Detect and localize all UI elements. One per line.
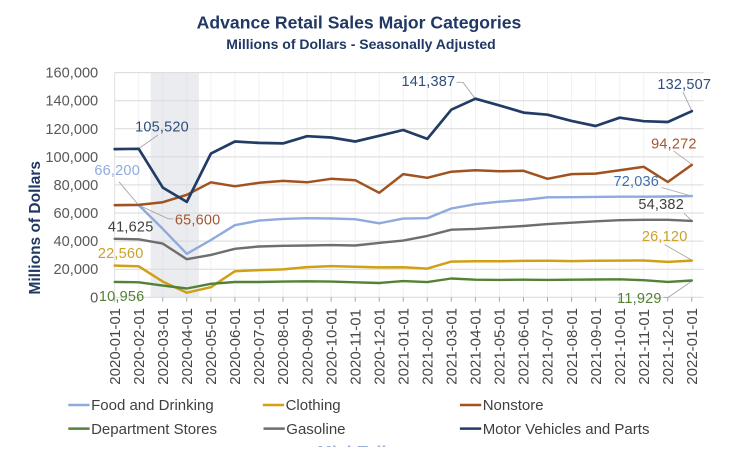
- svg-text:132,507: 132,507: [657, 77, 711, 93]
- svg-text:Motor Vehicles and Parts: Motor Vehicles and Parts: [483, 421, 650, 438]
- svg-text:120,000: 120,000: [45, 122, 98, 138]
- svg-text:41,625: 41,625: [108, 220, 154, 236]
- svg-text:2021-12-01: 2021-12-01: [660, 308, 677, 385]
- svg-text:100,000: 100,000: [45, 150, 98, 166]
- svg-text:2020-07-01: 2020-07-01: [251, 308, 268, 385]
- svg-text:2021-02-01: 2021-02-01: [420, 308, 437, 385]
- svg-text:2021-05-01: 2021-05-01: [492, 308, 509, 385]
- svg-text:26,120: 26,120: [642, 229, 688, 245]
- svg-text:Food and Drinking: Food and Drinking: [91, 397, 214, 414]
- svg-text:160,000: 160,000: [45, 66, 98, 82]
- svg-text:54,382: 54,382: [638, 197, 684, 213]
- svg-text:2022-01-01: 2022-01-01: [684, 308, 701, 385]
- svg-text:Gasoline: Gasoline: [286, 421, 345, 438]
- svg-text:20,000: 20,000: [54, 262, 99, 278]
- svg-text:140,000: 140,000: [45, 94, 98, 110]
- svg-text:72,036: 72,036: [614, 174, 660, 190]
- svg-text:40,000: 40,000: [54, 234, 99, 250]
- svg-text:2020-11-01: 2020-11-01: [347, 309, 364, 385]
- svg-text:2020-06-01: 2020-06-01: [227, 308, 244, 385]
- svg-text:11,929: 11,929: [617, 291, 661, 307]
- svg-text:2021-07-01: 2021-07-01: [540, 308, 557, 385]
- svg-text:Millions of Dollars - Seasonal: Millions of Dollars - Seasonally Adjuste…: [226, 36, 495, 52]
- svg-text:Advance Retail Sales Major Cat: Advance Retail Sales Major Categories: [197, 12, 522, 32]
- svg-text:60,000: 60,000: [54, 206, 99, 222]
- svg-text:Clothing: Clothing: [286, 397, 341, 414]
- svg-text:2021-11-01: 2021-11-01: [636, 309, 653, 385]
- svg-text:Nonstore: Nonstore: [483, 397, 544, 414]
- svg-text:94,272: 94,272: [651, 137, 697, 153]
- svg-text:Millions of Dollars: Millions of Dollars: [27, 161, 44, 294]
- svg-text:66,200: 66,200: [94, 163, 140, 179]
- svg-text:2021-03-01: 2021-03-01: [444, 308, 461, 385]
- svg-text:2020-03-01: 2020-03-01: [155, 308, 172, 385]
- svg-text:10,956: 10,956: [99, 289, 145, 305]
- svg-text:2021-10-01: 2021-10-01: [612, 308, 629, 385]
- svg-text:65,600: 65,600: [175, 213, 221, 229]
- svg-text:2021-01-01: 2021-01-01: [395, 308, 412, 385]
- svg-text:0: 0: [90, 290, 98, 306]
- svg-text:105,520: 105,520: [135, 120, 189, 136]
- svg-text:2021-08-01: 2021-08-01: [564, 308, 581, 385]
- svg-text:2021-06-01: 2021-06-01: [516, 308, 533, 385]
- svg-text:2020-08-01: 2020-08-01: [275, 308, 292, 385]
- svg-text:22,560: 22,560: [98, 246, 144, 262]
- svg-text:2020-10-01: 2020-10-01: [323, 308, 340, 385]
- svg-text:2020-12-01: 2020-12-01: [371, 308, 388, 385]
- svg-text:80,000: 80,000: [54, 178, 99, 194]
- svg-text:Department Stores: Department Stores: [91, 421, 217, 438]
- svg-text:MishTalk: MishTalk: [318, 442, 392, 447]
- svg-text:2020-04-01: 2020-04-01: [179, 308, 196, 385]
- svg-text:2020-01-01: 2020-01-01: [107, 308, 124, 385]
- svg-text:2020-09-01: 2020-09-01: [299, 308, 316, 385]
- svg-text:2020-05-01: 2020-05-01: [203, 308, 220, 385]
- svg-text:2020-02-01: 2020-02-01: [131, 308, 148, 385]
- svg-text:141,387: 141,387: [401, 74, 455, 90]
- svg-text:2021-09-01: 2021-09-01: [588, 308, 605, 385]
- svg-text:2021-04-01: 2021-04-01: [468, 308, 485, 385]
